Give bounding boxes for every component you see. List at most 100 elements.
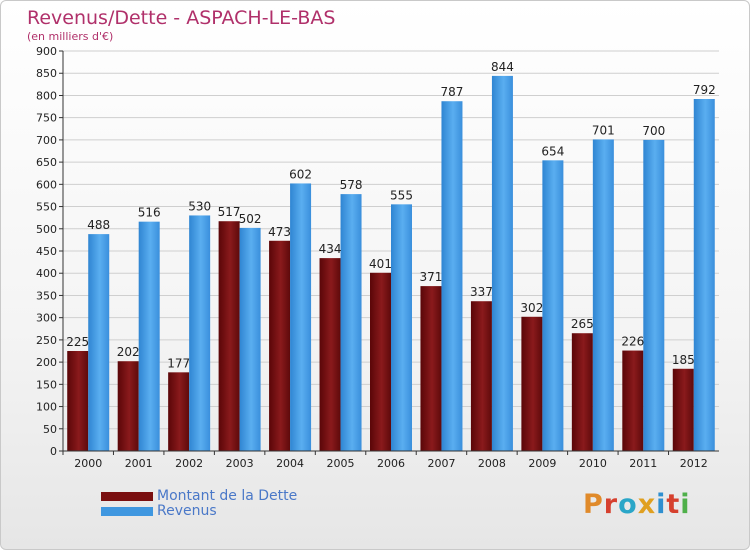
x-tick-label: 2006 bbox=[377, 457, 405, 470]
y-tick-label: 100 bbox=[36, 401, 57, 414]
bar-dette bbox=[470, 301, 492, 451]
legend-item-dette: Montant de la Dette bbox=[101, 488, 297, 504]
x-tick-label: 2000 bbox=[74, 457, 102, 470]
y-tick-label: 500 bbox=[36, 223, 57, 236]
logo-letter: i bbox=[656, 489, 667, 520]
x-tick-label: 2004 bbox=[276, 457, 304, 470]
logo-letter: r bbox=[603, 489, 619, 520]
data-label-dette: 177 bbox=[167, 356, 190, 370]
x-tick-label: 2010 bbox=[579, 457, 607, 470]
data-label-revenus: 792 bbox=[693, 83, 716, 97]
data-label-revenus: 701 bbox=[592, 123, 615, 137]
bar-dette bbox=[67, 351, 89, 451]
legend-swatch-dette bbox=[101, 491, 153, 501]
bar-dette bbox=[370, 272, 391, 451]
chart-subtitle: (en milliers d'€) bbox=[27, 30, 114, 43]
data-label-revenus: 488 bbox=[87, 218, 110, 232]
bar-revenus bbox=[643, 139, 665, 451]
y-tick-label: 250 bbox=[36, 334, 57, 347]
x-axis-ticks: 2000 2001 2002 2003 2004 2005 2006 2007 2008 2009… bbox=[62, 451, 708, 470]
data-label-revenus: 700 bbox=[642, 124, 665, 138]
data-label-dette: 473 bbox=[268, 225, 291, 239]
bar-revenus bbox=[542, 160, 564, 452]
y-axis-ticks: 0 50 100 150 200 250 300 350 400 450 500 550 600 650 7… bbox=[36, 45, 63, 458]
axes bbox=[62, 51, 719, 452]
logo-letter: t bbox=[666, 489, 681, 520]
data-label-dette: 202 bbox=[117, 345, 140, 359]
bar-dette bbox=[319, 258, 341, 451]
bar-revenus bbox=[441, 101, 463, 451]
data-label-dette: 185 bbox=[672, 353, 695, 367]
data-label-dette: 401 bbox=[369, 257, 392, 271]
x-tick-label: 2002 bbox=[175, 457, 203, 470]
data-label-dette: 265 bbox=[571, 317, 594, 331]
bar-dette bbox=[521, 316, 543, 451]
data-label-revenus: 555 bbox=[390, 188, 413, 202]
logo-letter: i bbox=[680, 489, 691, 520]
bar-dette bbox=[117, 361, 139, 451]
y-tick-label: 850 bbox=[36, 67, 57, 80]
data-label-dette: 517 bbox=[218, 205, 241, 219]
y-tick-label: 650 bbox=[36, 156, 57, 169]
data-label-dette: 225 bbox=[66, 335, 89, 349]
data-label-revenus: 578 bbox=[340, 178, 363, 192]
logo-letter: P bbox=[583, 489, 604, 520]
legend-label-revenus: Revenus bbox=[157, 503, 217, 519]
bar-revenus bbox=[239, 227, 261, 451]
bar-dette bbox=[622, 350, 644, 451]
proxiti-logo: Proxiti bbox=[583, 489, 691, 520]
y-tick-label: 200 bbox=[36, 356, 57, 369]
bar-revenus bbox=[391, 204, 412, 451]
bar-dette bbox=[168, 372, 190, 451]
y-tick-label: 900 bbox=[36, 45, 57, 58]
y-tick-label: 300 bbox=[36, 312, 57, 325]
data-label-revenus: 516 bbox=[138, 206, 161, 220]
x-tick-label: 2007 bbox=[427, 457, 455, 470]
y-tick-label: 700 bbox=[36, 134, 57, 147]
data-label-revenus: 844 bbox=[491, 60, 514, 74]
bar-dette bbox=[218, 221, 240, 451]
x-tick-label: 2001 bbox=[125, 457, 153, 470]
y-tick-label: 750 bbox=[36, 112, 57, 125]
x-tick-label: 2005 bbox=[327, 457, 355, 470]
x-tick-label: 2011 bbox=[629, 457, 657, 470]
bar-revenus bbox=[491, 75, 513, 451]
y-tick-label: 450 bbox=[36, 245, 57, 258]
bar-dette bbox=[269, 240, 291, 451]
y-tick-label: 150 bbox=[36, 378, 57, 391]
bar-revenus bbox=[592, 139, 614, 451]
data-label-dette: 226 bbox=[621, 335, 644, 349]
data-label-dette: 371 bbox=[420, 270, 443, 284]
y-tick-label: 0 bbox=[50, 445, 57, 458]
x-tick-label: 2012 bbox=[680, 457, 708, 470]
data-label-dette: 434 bbox=[319, 242, 342, 256]
bar-dette bbox=[672, 368, 694, 451]
y-tick-label: 550 bbox=[36, 201, 57, 214]
legend-item-revenus: Revenus bbox=[101, 503, 217, 519]
data-label-dette: 337 bbox=[470, 285, 493, 299]
bar-revenus bbox=[340, 194, 362, 451]
data-label-revenus: 602 bbox=[289, 167, 312, 181]
x-tick-label: 2009 bbox=[528, 457, 556, 470]
bars bbox=[67, 75, 715, 452]
legend-label-dette: Montant de la Dette bbox=[157, 488, 298, 504]
x-tick-label: 2008 bbox=[478, 457, 506, 470]
data-label-revenus: 787 bbox=[441, 85, 464, 99]
data-label-revenus: 502 bbox=[239, 212, 262, 226]
y-tick-label: 800 bbox=[36, 89, 57, 102]
bar-dette bbox=[571, 333, 593, 451]
x-tick-label: 2003 bbox=[226, 457, 254, 470]
y-tick-label: 50 bbox=[43, 423, 57, 436]
data-label-revenus: 654 bbox=[541, 144, 564, 158]
data-label-revenus: 530 bbox=[188, 199, 211, 213]
bar-revenus bbox=[138, 221, 160, 451]
chart-title: Revenus/Dette - ASPACH-LE-BAS bbox=[27, 7, 336, 29]
legend-swatch-revenus bbox=[101, 506, 153, 516]
bar-dette bbox=[420, 286, 442, 451]
logo-letter: x bbox=[637, 489, 657, 520]
bar-revenus bbox=[88, 234, 110, 451]
y-tick-label: 350 bbox=[36, 289, 57, 302]
